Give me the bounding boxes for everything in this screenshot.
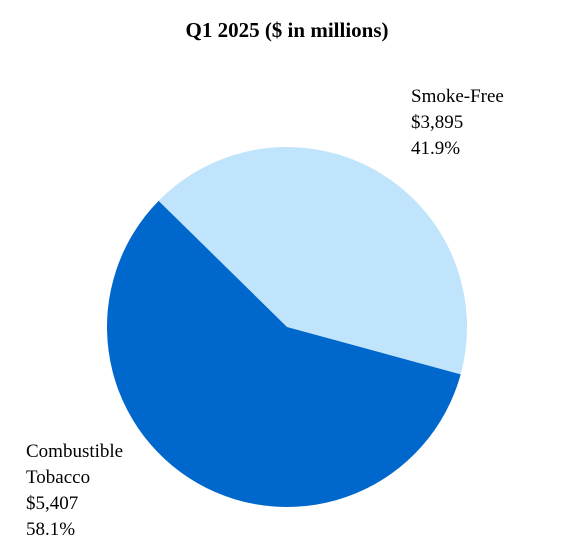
percentage-label: 58.1%	[26, 519, 76, 540]
slice-label: Smoke-Free $3,895 41.9%	[411, 84, 561, 162]
slice-label: Combustible Tobacco $5,407 58.1%	[26, 439, 151, 543]
pie-slice	[107, 200, 461, 507]
category-label: Combustible Tobacco	[26, 441, 124, 488]
value-label: $3,895	[411, 112, 464, 133]
category-label: Smoke-Free	[411, 86, 504, 107]
value-label: $5,407	[26, 493, 79, 514]
pie-slice	[158, 146, 468, 375]
chart-title: Q1 2025 ($ in millions)	[185, 18, 389, 42]
percentage-label: 41.9%	[411, 138, 461, 159]
